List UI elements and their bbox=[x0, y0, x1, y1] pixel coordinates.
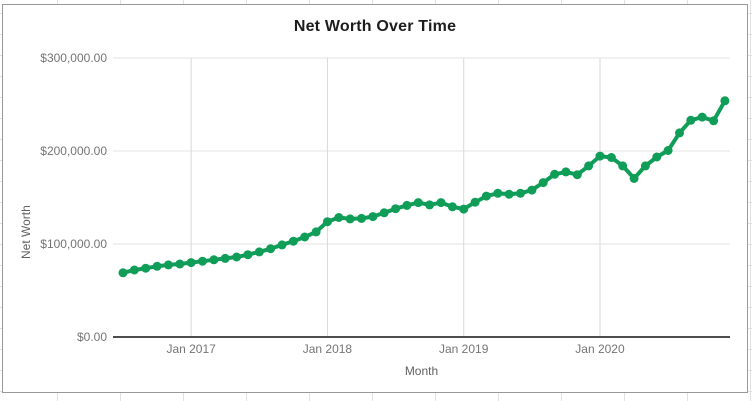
data-point-marker bbox=[300, 232, 310, 242]
x-axis-title: Month bbox=[404, 364, 439, 378]
data-point-marker bbox=[584, 161, 594, 171]
data-point-marker bbox=[493, 188, 503, 198]
data-point-marker bbox=[209, 255, 219, 265]
data-point-marker bbox=[720, 96, 730, 106]
data-point-marker bbox=[220, 253, 230, 263]
chart-title: Net Worth Over Time bbox=[293, 18, 457, 35]
data-point-marker bbox=[595, 151, 605, 161]
networth-line-series bbox=[121, 98, 727, 275]
data-point-marker bbox=[516, 188, 525, 198]
y-axis-tick-label: $0.00 bbox=[76, 330, 107, 344]
data-point-marker bbox=[288, 236, 298, 246]
data-point-marker bbox=[322, 217, 332, 227]
data-point-marker bbox=[697, 112, 707, 122]
chart-card[interactable]: Net Worth Over Time $0.00 $100,000.00 $200… bbox=[2, 4, 748, 393]
data-point-marker bbox=[266, 244, 276, 254]
line-chart-plot bbox=[113, 57, 730, 338]
x-axis-tick-label: Jan 2017 bbox=[166, 342, 216, 356]
data-point-marker bbox=[606, 153, 616, 162]
data-point-marker bbox=[402, 200, 412, 210]
data-point-marker bbox=[175, 259, 185, 269]
data-point-marker bbox=[243, 250, 253, 260]
data-point-marker bbox=[436, 198, 446, 208]
data-point-marker bbox=[675, 128, 684, 138]
data-point-marker bbox=[447, 202, 457, 212]
data-point-marker bbox=[198, 256, 207, 266]
data-point-marker bbox=[663, 146, 673, 155]
data-point-marker bbox=[118, 268, 128, 278]
data-point-marker bbox=[629, 173, 639, 183]
data-point-marker bbox=[652, 152, 662, 162]
data-point-marker bbox=[425, 200, 435, 210]
data-point-marker bbox=[186, 258, 196, 268]
x-axis-tick-label: Jan 2018 bbox=[302, 342, 353, 356]
data-point-marker bbox=[459, 204, 469, 214]
data-point-marker bbox=[640, 161, 650, 171]
x-axis-tick-label: Jan 2019 bbox=[439, 342, 489, 356]
data-point-marker bbox=[254, 247, 264, 257]
data-point-marker bbox=[527, 185, 537, 195]
y-axis-tick-label: $300,000.00 bbox=[40, 51, 107, 65]
data-point-marker bbox=[163, 260, 173, 270]
data-point-marker bbox=[345, 214, 355, 224]
data-point-marker bbox=[561, 167, 571, 177]
data-point-marker bbox=[129, 265, 139, 275]
data-point-marker bbox=[379, 208, 389, 218]
data-point-marker bbox=[152, 261, 162, 271]
data-point-marker bbox=[232, 252, 242, 262]
data-point-marker bbox=[311, 227, 321, 237]
data-point-marker bbox=[709, 116, 719, 126]
data-point-marker bbox=[470, 197, 480, 207]
y-axis-title: Net Worth bbox=[19, 205, 33, 260]
data-point-marker bbox=[391, 204, 401, 214]
y-axis-tick-label: $200,000.00 bbox=[40, 144, 107, 158]
data-point-marker bbox=[141, 263, 151, 273]
data-point-marker bbox=[357, 213, 366, 223]
data-point-marker bbox=[334, 213, 344, 222]
y-axis-tick-label: $100,000.00 bbox=[40, 237, 107, 251]
data-point-marker bbox=[618, 161, 628, 171]
data-point-marker bbox=[550, 169, 560, 179]
data-point-marker bbox=[504, 189, 514, 199]
data-point-marker bbox=[538, 178, 548, 188]
data-point-marker bbox=[481, 191, 491, 201]
data-point-marker bbox=[413, 198, 423, 208]
data-point-marker bbox=[368, 212, 378, 222]
data-point-marker bbox=[572, 170, 582, 180]
data-point-marker bbox=[277, 240, 287, 250]
x-axis-tick-label: Jan 2020 bbox=[575, 342, 625, 356]
data-point-marker bbox=[686, 115, 696, 125]
